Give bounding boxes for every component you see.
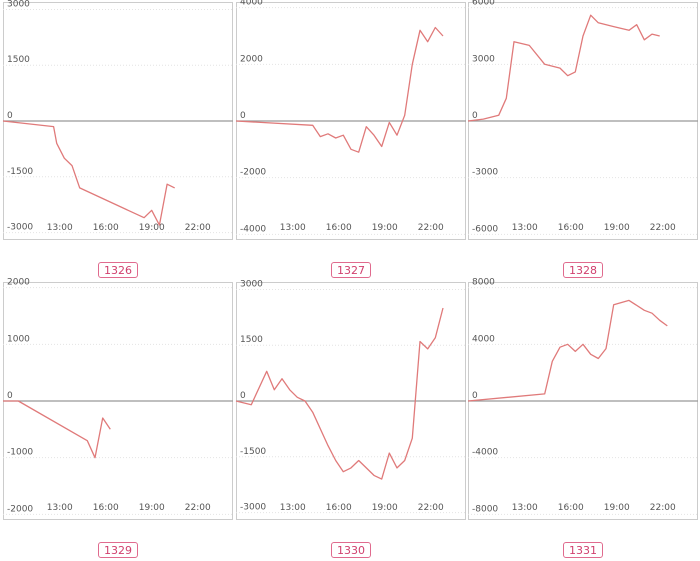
- series-line: [235, 307, 444, 480]
- x-tick-label: 19:00: [372, 503, 398, 513]
- y-tick-label: 1500: [7, 55, 30, 65]
- y-tick-label: -3000: [240, 503, 266, 513]
- chart-plot: 4000 2000 0 -2000 -4000 13:00 16:00 19:00 22:00: [235, 0, 466, 240]
- y-tick-label: 3000: [7, 0, 30, 9]
- x-tick-label: 19:00: [139, 223, 165, 233]
- series-line: [467, 299, 668, 402]
- y-tick-label: 0: [7, 391, 13, 401]
- y-tick-label: -3000: [7, 223, 33, 233]
- chart-id-badge[interactable]: 1326: [98, 262, 138, 278]
- chart-id-badge[interactable]: 1327: [331, 262, 371, 278]
- chart-plot: 3000 1500 0 -1500 -3000 13:00 16:00 19:00 22:00: [235, 279, 466, 520]
- y-tick-label: 0: [472, 111, 478, 121]
- x-tick-label: 16:00: [93, 223, 119, 233]
- series-line: [3, 400, 111, 459]
- y-tick-label: 4000: [240, 0, 263, 8]
- series-line: [467, 14, 660, 122]
- x-tick-label: 19:00: [372, 223, 398, 233]
- x-tick-label: 16:00: [326, 503, 352, 513]
- chart-id-badge[interactable]: 1328: [563, 262, 603, 278]
- chart-plot: 6000 3000 0 -3000 -6000 13:00 16:00 19:00 22:00: [467, 0, 698, 240]
- chart-panel-1327: 4000 2000 0 -2000 -4000 13:00 16:00 19:00 22:00 1…: [235, 0, 466, 280]
- chart-panel-1328: 6000 3000 0 -3000 -6000 13:00 16:00 19:00 22:00 1…: [467, 0, 698, 280]
- chart-panel-1329: 2000 1000 0 -1000 -2000 13:00 16:00 19:00 22:00 1…: [3, 278, 233, 560]
- y-tick-label: -8000: [472, 504, 498, 514]
- y-tick-label: 6000: [472, 0, 495, 8]
- y-tick-label: 0: [7, 111, 13, 121]
- y-tick-label: 0: [240, 111, 246, 121]
- chart-plot: 3000 1500 0 -1500 -3000 13:00 16:00 19:00 22:00: [2, 0, 233, 240]
- y-tick-label: 8000: [472, 278, 495, 288]
- y-tick-label: 0: [472, 391, 478, 401]
- chart-panel-1326: 3000 1500 0 -1500 -3000 13:00 16:00 19:00 22:00 1…: [2, 0, 233, 280]
- y-tick-label: -3000: [472, 168, 498, 178]
- chart-id-badge[interactable]: 1329: [98, 542, 138, 558]
- x-tick-label: 16:00: [558, 223, 584, 233]
- x-tick-label: 13:00: [280, 503, 306, 513]
- x-tick-label: 16:00: [558, 503, 584, 513]
- y-tick-label: -2000: [7, 504, 33, 514]
- y-tick-label: -1500: [240, 447, 266, 457]
- chart-id-badge[interactable]: 1331: [563, 542, 603, 558]
- x-tick-label: 22:00: [650, 223, 676, 233]
- x-tick-label: 16:00: [93, 503, 119, 513]
- x-tick-label: 13:00: [47, 223, 73, 233]
- y-tick-label: -1500: [7, 167, 33, 177]
- y-tick-label: 0: [240, 391, 246, 401]
- y-tick-label: 1500: [240, 335, 263, 345]
- series-line: [2, 120, 175, 226]
- y-tick-label: -4000: [472, 448, 498, 458]
- chart-plot: 2000 1000 0 -1000 -2000 13:00 16:00 19:00 22:00: [3, 278, 233, 520]
- y-tick-label: 2000: [240, 54, 263, 64]
- y-tick-label: 4000: [472, 334, 495, 344]
- y-tick-label: 2000: [7, 278, 30, 288]
- x-tick-label: 22:00: [418, 223, 444, 233]
- series-line: [235, 26, 444, 153]
- x-tick-label: 22:00: [185, 503, 211, 513]
- chart-id-badge[interactable]: 1330: [331, 542, 371, 558]
- x-tick-label: 19:00: [604, 503, 630, 513]
- x-tick-label: 16:00: [326, 223, 352, 233]
- x-tick-label: 13:00: [280, 223, 306, 233]
- y-tick-label: -2000: [240, 168, 266, 178]
- y-tick-label: -6000: [472, 224, 498, 234]
- x-tick-label: 13:00: [512, 223, 538, 233]
- x-tick-label: 19:00: [139, 503, 165, 513]
- y-tick-label: -4000: [240, 224, 266, 234]
- chart-plot: 8000 4000 0 -4000 -8000 13:00 16:00 19:00 22:00: [467, 278, 698, 520]
- x-tick-label: 22:00: [418, 503, 444, 513]
- y-tick-label: -1000: [7, 448, 33, 458]
- y-tick-label: 3000: [240, 279, 263, 289]
- y-tick-label: 1000: [7, 334, 30, 344]
- chart-panel-1330: 3000 1500 0 -1500 -3000 13:00 16:00 19:00 22:00 1…: [235, 279, 466, 560]
- chart-panel-1331: 8000 4000 0 -4000 -8000 13:00 16:00 19:00 22:00 1…: [467, 278, 698, 560]
- x-tick-label: 13:00: [47, 503, 73, 513]
- x-tick-label: 13:00: [512, 503, 538, 513]
- x-tick-label: 22:00: [650, 503, 676, 513]
- x-tick-label: 22:00: [185, 223, 211, 233]
- x-tick-label: 19:00: [604, 223, 630, 233]
- y-tick-label: 3000: [472, 54, 495, 64]
